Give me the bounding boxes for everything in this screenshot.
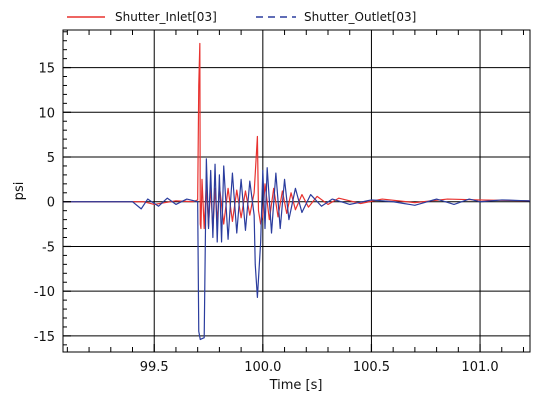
y-axis-title: psi [12, 182, 27, 201]
ticks [63, 30, 524, 352]
y-tick-label: -10 [34, 285, 55, 300]
legend-label-inlet: Shutter_Inlet[03] [115, 10, 217, 24]
x-tick-label: 100.0 [244, 360, 281, 375]
y-tick-label: 0 [47, 196, 55, 211]
y-tick-label: 15 [38, 62, 55, 77]
tick-labels: 99.5 100.0 100.5 101.0 -15 -10 -5 0 5 10 15 [34, 62, 499, 375]
series-layer [63, 42, 531, 341]
x-axis-title: Time [s] [269, 378, 323, 393]
legend-label-outlet: Shutter_Outlet[03] [304, 10, 416, 24]
y-tick-label: -5 [42, 240, 55, 255]
y-tick-label: 10 [38, 106, 55, 121]
y-tick-label: -15 [34, 330, 55, 345]
legend: Shutter_Inlet[03] Shutter_Outlet[03] [67, 10, 416, 24]
x-tick-label: 101.0 [461, 360, 498, 375]
y-tick-label: 5 [47, 151, 55, 166]
series-line-outlet [63, 158, 531, 341]
x-tick-label: 99.5 [140, 360, 169, 375]
x-tick-label: 100.5 [353, 360, 390, 375]
plot-area [62, 29, 531, 353]
